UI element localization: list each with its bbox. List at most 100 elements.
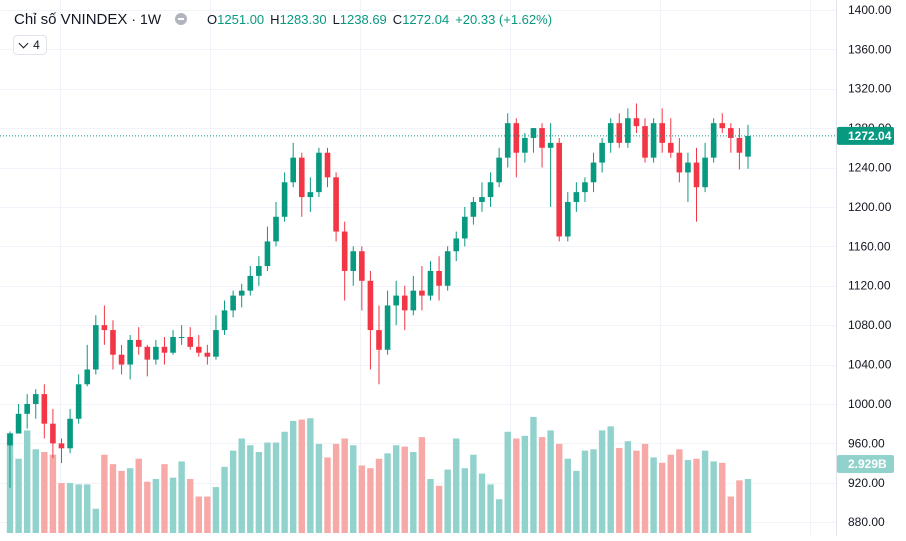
- indicators-collapse-button[interactable]: 4: [13, 35, 47, 55]
- volume-bar: [693, 458, 700, 533]
- candle-body: [462, 216, 468, 239]
- candle-body: [32, 394, 39, 404]
- candle-body: [195, 346, 202, 353]
- candle-body: [298, 157, 305, 198]
- low-value: 1238.69: [339, 11, 387, 27]
- volume-bar: [178, 461, 185, 533]
- candle-body: [710, 123, 717, 158]
- candle-body: [659, 123, 665, 143]
- volume-bar: [410, 452, 417, 533]
- hide-series-icon[interactable]: [175, 13, 188, 25]
- volume-bar: [427, 479, 434, 533]
- candle-body: [247, 275, 254, 291]
- volume-bar: [289, 420, 297, 533]
- volume-bar: [101, 454, 108, 533]
- candle-body: [7, 433, 13, 446]
- change-value: +20.33 (+1.62%): [455, 11, 553, 27]
- low-key: L: [332, 11, 340, 27]
- volume-bar: [573, 470, 580, 533]
- volume-bar: [547, 430, 554, 533]
- candle-body: [50, 423, 56, 444]
- high-value: 1283.30: [279, 11, 327, 27]
- volume-bar: [15, 458, 22, 533]
- price-tick-label: 1240.00: [848, 161, 892, 175]
- candle-body: [307, 192, 314, 198]
- volume-bar: [118, 470, 125, 533]
- candle-body: [84, 369, 91, 385]
- volume-bar: [513, 438, 520, 533]
- candle-body: [582, 182, 588, 193]
- volume-bar: [710, 461, 717, 533]
- candle-body: [170, 336, 176, 353]
- volume-bar: [221, 466, 228, 533]
- candle-body: [530, 128, 537, 138]
- candle-body: [187, 336, 194, 347]
- volume-bar: [169, 477, 177, 533]
- candle-body: [359, 251, 365, 281]
- candle-body: [153, 346, 159, 360]
- candle-body: [427, 270, 434, 296]
- volume-bar: [495, 499, 503, 533]
- candle-body: [633, 118, 640, 127]
- candle-body: [110, 330, 116, 355]
- volume-bar: [66, 483, 74, 533]
- candle-body: [273, 216, 279, 242]
- symbol-title[interactable]: Chỉ số VNINDEX: [14, 10, 128, 28]
- candle-body: [719, 123, 726, 129]
- timeframe-label[interactable]: 1W: [140, 11, 162, 27]
- volume-bar: [152, 479, 160, 533]
- candle-body: [24, 403, 30, 414]
- volume-bar: [32, 449, 39, 533]
- volume-bar: [298, 419, 305, 533]
- volume-bar: [581, 450, 589, 533]
- volume-bar: [401, 446, 408, 533]
- candle-body: [93, 325, 99, 370]
- candle-body: [401, 295, 408, 311]
- volume-bar: [461, 468, 469, 533]
- volume-bar: [633, 450, 640, 533]
- price-tick-label: 960.00: [848, 436, 885, 450]
- volume-bar: [384, 453, 391, 533]
- volume-bar: [264, 442, 271, 533]
- volume-bar: [744, 479, 752, 533]
- candle-body: [522, 137, 528, 153]
- candle-body: [118, 354, 125, 365]
- high-key: H: [270, 11, 280, 27]
- volume-bar: [341, 438, 348, 533]
- candle-body: [316, 152, 322, 193]
- candle-body: [58, 443, 65, 449]
- volume-bar: [470, 454, 477, 533]
- candle-body: [745, 135, 751, 157]
- volume-bar: [367, 468, 374, 533]
- volume-bar: [41, 452, 48, 533]
- volume-bar: [684, 460, 692, 533]
- volume-bar: [161, 464, 168, 533]
- volume-bar: [478, 473, 486, 533]
- candle-body: [625, 118, 631, 143]
- volume-bar: [375, 458, 383, 533]
- volume-bar: [650, 457, 657, 533]
- candle-body: [135, 339, 142, 347]
- candle-body: [67, 418, 73, 449]
- candle-body: [333, 177, 339, 232]
- candle-body: [410, 290, 417, 311]
- last-price-badge: [837, 126, 894, 145]
- candle-body: [204, 352, 211, 357]
- candle-body: [504, 123, 511, 158]
- volume-bar: [135, 458, 142, 533]
- candle-body: [564, 201, 571, 237]
- candle-body: [256, 266, 262, 276]
- candle-body: [728, 128, 734, 138]
- candle-body: [213, 330, 219, 357]
- volume-bar: [521, 435, 529, 533]
- price-tick-label: 920.00: [848, 476, 885, 490]
- volume-bar: [435, 485, 443, 533]
- price-tick-label: 1320.00: [848, 82, 892, 96]
- volume-bar: [719, 462, 726, 533]
- volume-bar: [504, 431, 511, 533]
- candle-body: [513, 123, 520, 153]
- close-value: 1272.04: [402, 11, 450, 27]
